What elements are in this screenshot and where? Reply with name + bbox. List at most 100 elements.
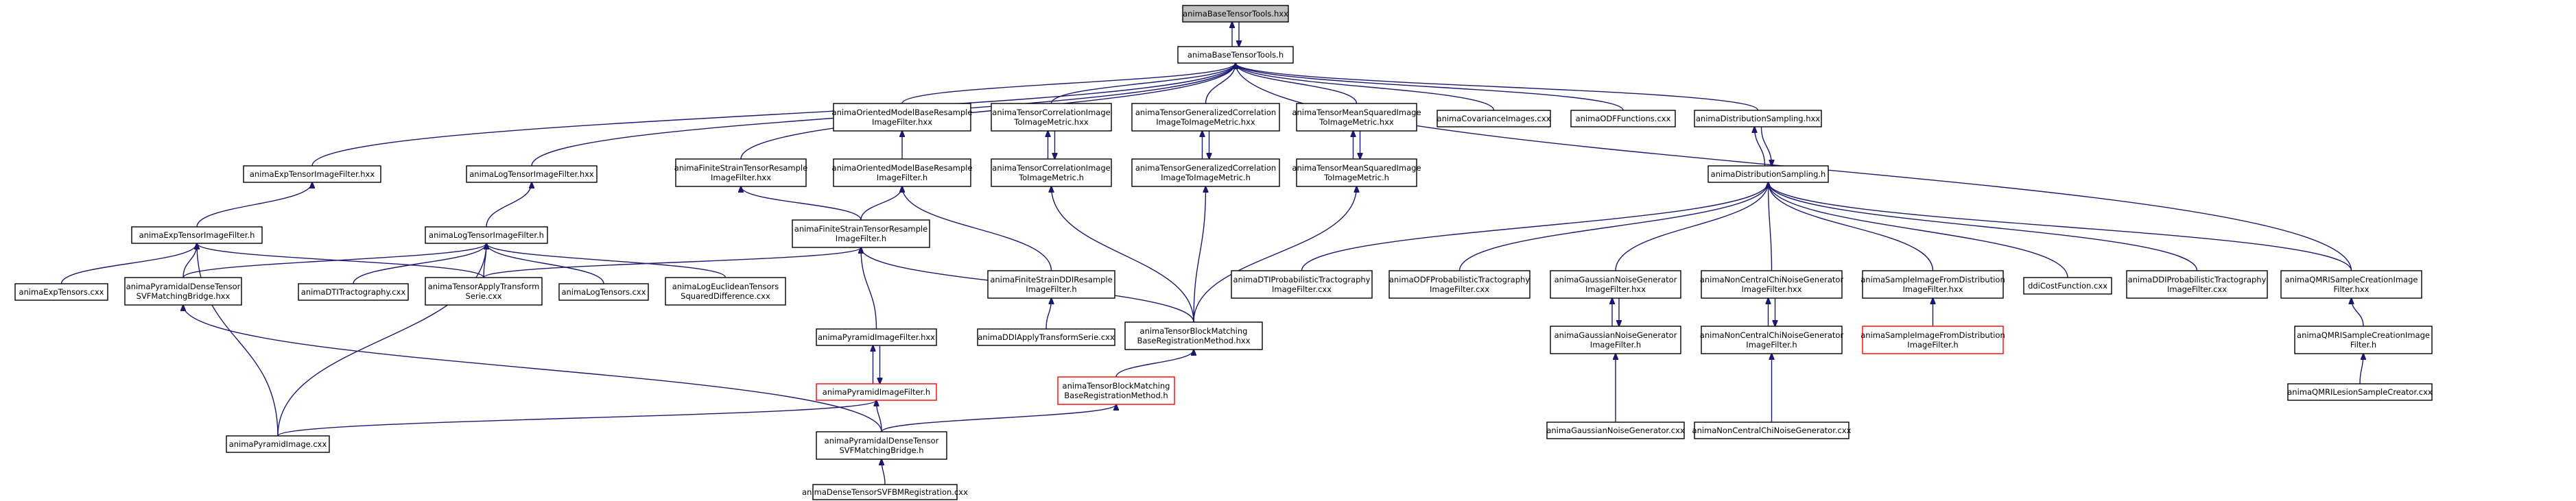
node-label: animaDistributionSampling.h	[1711, 169, 1826, 179]
graph-node-tgc-metric-hxx[interactable]: animaTensorGeneralizedCorrelationImageTo…	[1131, 103, 1280, 132]
node-label: animaTensorBlockMatching	[1140, 326, 1248, 336]
node-label: animaSampleImageFromDistribution	[1860, 330, 2005, 340]
node-label: animaCovarianceImages.cxx	[1437, 114, 1551, 123]
graph-node-qmri-lesion-cxx[interactable]: animaQMRILesionSampleCreator.cxx	[2287, 383, 2433, 401]
node-box	[1550, 270, 1681, 299]
dependency-edge	[1193, 186, 1357, 323]
node-label: animaTensorMeanSquaredImage	[1292, 108, 1421, 117]
graph-node-cov-cxx[interactable]: animaCovarianceImages.cxx	[1437, 110, 1551, 127]
graph-node-dist-h[interactable]: animaDistributionSampling.h	[1708, 165, 1829, 183]
dependency-edge	[882, 459, 886, 485]
graph-node-dti-tract-cxx[interactable]: animaDTITractography.cxx	[298, 283, 409, 301]
node-label: animaDDIProbabilisticTractography	[2128, 275, 2267, 284]
graph-node-exp-filt-h[interactable]: animaExpTensorImageFilter.h	[131, 226, 263, 244]
node-label: ImageFilter.hxx	[1585, 284, 1646, 294]
node-label: ImageFilter.h	[1746, 340, 1797, 350]
node-label: animaOrientedModelBaseResample	[832, 108, 973, 117]
graph-node-log-filt-h[interactable]: animaLogTensorImageFilter.h	[425, 226, 548, 244]
node-box	[1862, 270, 2004, 299]
node-label: animaQMRISampleCreationImage	[2297, 330, 2430, 340]
node-label: animaBaseTensorTools.hxx	[1183, 9, 1288, 19]
graph-node-pyr-filt-hxx[interactable]: animaPyramidImageFilter.hxx	[816, 328, 937, 346]
dependency-edge	[1045, 298, 1052, 330]
graph-node-base-hxx[interactable]: animaBaseTensorTools.hxx	[1182, 5, 1289, 23]
graph-node-logeuc-cxx[interactable]: animaLogEuclideanTensorsSquaredDifferenc…	[665, 277, 786, 306]
dependency-edge	[1769, 182, 2068, 278]
node-label: ImageFilter.h	[1026, 284, 1076, 294]
node-label: ImageFilter.cxx	[2167, 284, 2227, 294]
node-label: animaPyramidImage.cxx	[229, 439, 327, 449]
node-label: BaseRegistrationMethod.h	[1064, 391, 1168, 400]
node-label: ImageToImageMetric.hxx	[1156, 117, 1255, 127]
node-label: SquaredDifference.cxx	[681, 291, 770, 301]
node-label: Serie.cxx	[466, 291, 502, 301]
graph-node-gauss-hxx[interactable]: animaGaussianNoiseGeneratorImageFilter.h…	[1550, 270, 1681, 299]
node-box	[1437, 110, 1551, 127]
graph-node-tbm-hxx[interactable]: animaTensorBlockMatchingBaseRegistration…	[1124, 321, 1263, 350]
graph-node-ncchi-h[interactable]: animaNonCentralChiNoiseGeneratorImageFil…	[1700, 326, 1844, 354]
node-label: animaDistributionSampling.hxx	[1696, 114, 1820, 123]
node-label: animaPyramidImageFilter.h	[823, 387, 930, 397]
graph-node-log-cxx[interactable]: animaLogTensors.cxx	[558, 283, 649, 301]
node-box	[466, 165, 598, 183]
graph-node-sample-hxx[interactable]: animaSampleImageFromDistributionImageFil…	[1860, 270, 2005, 299]
graph-node-dti-prob-cxx[interactable]: animaDTIProbabilisticTractographyImageFi…	[1231, 270, 1373, 299]
node-box	[14, 283, 108, 301]
dependency-edge	[2352, 298, 2364, 327]
graph-node-sample-h[interactable]: animaSampleImageFromDistributionImageFil…	[1860, 326, 2005, 354]
dependency-edge	[1458, 182, 1769, 271]
graph-node-dist-hxx[interactable]: animaDistributionSampling.hxx	[1694, 110, 1822, 127]
graph-node-pyr-dense-bridge-hxx[interactable]: animaPyramidalDenseTensorSVFMatchingBrid…	[124, 277, 242, 306]
graph-node-fsddi-h[interactable]: animaFiniteStrainDDIResampleImageFilter.…	[987, 270, 1115, 299]
graph-node-pyr-img-cxx[interactable]: animaPyramidImage.cxx	[226, 435, 330, 453]
graph-node-pyr-dense-bridge-h[interactable]: animaPyramidalDenseTensorSVFMatchingBrid…	[816, 431, 947, 460]
graph-node-ddicost-cxx[interactable]: ddiCostFunction.cxx	[2023, 277, 2112, 295]
node-label: animaGaussianNoiseGenerator.cxx	[1546, 426, 1685, 435]
node-box	[977, 328, 1115, 346]
graph-node-ddi-apply-cxx[interactable]: animaDDIApplyTransformSerie.cxx	[977, 328, 1115, 346]
dependency-edge	[1236, 63, 1358, 104]
dependency-edge	[860, 186, 902, 221]
dependency-edge	[486, 182, 532, 228]
graph-node-tbm-h[interactable]: animaTensorBlockMatchingBaseRegistration…	[1057, 376, 1175, 405]
graph-node-gauss-cxx[interactable]: animaGaussianNoiseGenerator.cxx	[1546, 421, 1685, 439]
graph-node-ncchi-hxx[interactable]: animaNonCentralChiNoiseGeneratorImageFil…	[1700, 270, 1844, 299]
graph-node-tms-metric-h[interactable]: animaTensorMeanSquaredImageToImageMetric…	[1292, 158, 1421, 187]
dependency-edge	[182, 243, 486, 278]
node-label: animaGaussianNoiseGenerator	[1555, 330, 1677, 340]
node-label: ImageFilter.hxx	[711, 173, 771, 182]
graph-node-exp-filt-hxx[interactable]: animaExpTensorImageFilter.hxx	[243, 165, 381, 183]
dependency-edge	[877, 400, 882, 432]
dependency-edge	[901, 63, 1236, 104]
graph-node-odf-prob-cxx[interactable]: animaODFProbabilisticTractographyImageFi…	[1389, 270, 1531, 299]
graph-node-base-h[interactable]: animaBaseTensorTools.h	[1177, 46, 1294, 64]
graph-node-dense-svfbm-cxx[interactable]: animaDenseTensorSVFBMRegistration.cxx	[802, 484, 968, 500]
graph-node-ddi-prob-cxx[interactable]: animaDDIProbabilisticTractographyImageFi…	[2126, 270, 2268, 299]
graph-node-fs-resample-h[interactable]: animaFiniteStrainTensorResampleImageFilt…	[792, 219, 930, 248]
graph-node-tc-metric-hxx[interactable]: animaTensorCorrelationImageToImageMetric…	[991, 103, 1112, 132]
node-box	[991, 103, 1112, 132]
graph-node-fs-resample-hxx[interactable]: animaFiniteStrainTensorResampleImageFilt…	[674, 158, 807, 187]
node-label: ImageFilter.cxx	[1272, 284, 1332, 294]
graph-node-om-base-hxx[interactable]: animaOrientedModelBaseResampleImageFilte…	[832, 103, 973, 132]
node-label: animaODFProbabilisticTractography	[1389, 275, 1530, 284]
node-box	[1124, 321, 1263, 350]
node-box	[298, 283, 409, 301]
graph-node-tms-metric-hxx[interactable]: animaTensorMeanSquaredImageToImageMetric…	[1292, 103, 1421, 132]
node-label: animaQMRILesionSampleCreator.cxx	[2287, 387, 2433, 397]
graph-node-ncchi-cxx[interactable]: animaNonCentralChiNoiseGenerator.cxx	[1692, 421, 1852, 439]
dependency-edge	[1769, 182, 1773, 271]
dependency-edge	[1115, 350, 1194, 378]
graph-node-om-base-h[interactable]: animaOrientedModelBaseResampleImageFilte…	[832, 158, 973, 187]
graph-node-odf-cxx[interactable]: animaODFFunctions.cxx	[1570, 110, 1676, 127]
graph-node-tgc-metric-h[interactable]: animaTensorGeneralizedCorrelationImageTo…	[1131, 158, 1280, 187]
graph-node-pyr-filt-h[interactable]: animaPyramidImageFilter.h	[816, 383, 937, 401]
graph-node-exp-cxx[interactable]: animaExpTensors.cxx	[14, 283, 108, 301]
node-box	[1701, 326, 1843, 354]
graph-node-tc-metric-h[interactable]: animaTensorCorrelationImageToImageMetric…	[991, 158, 1112, 187]
graph-node-log-filt-hxx[interactable]: animaLogTensorImageFilter.hxx	[466, 165, 598, 183]
